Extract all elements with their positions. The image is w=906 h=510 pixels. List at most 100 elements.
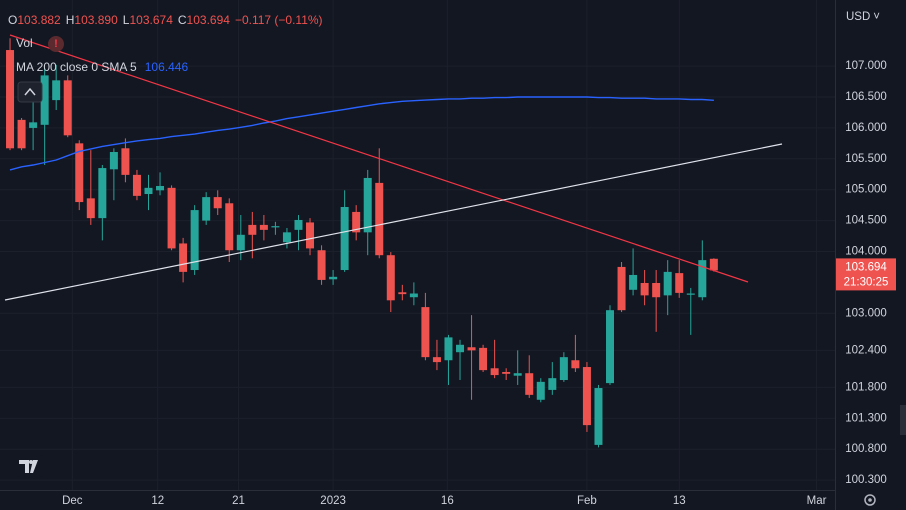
candle-body	[432, 357, 441, 363]
y-tick-label: 106.500	[845, 91, 887, 103]
candle-body	[548, 378, 557, 390]
candle-body	[144, 187, 153, 195]
candle-body	[63, 80, 72, 136]
candle-body	[490, 368, 499, 376]
candle-body	[709, 258, 718, 271]
candle-body	[225, 203, 234, 251]
candle-body	[271, 226, 280, 228]
collapse-button[interactable]	[17, 81, 43, 103]
candle-body	[398, 292, 407, 295]
candle-body	[236, 234, 245, 251]
candle-body	[686, 293, 695, 295]
legend-value: 103.882	[17, 13, 61, 27]
grid	[0, 0, 835, 490]
settings-icon[interactable]	[864, 494, 876, 506]
candle-body	[156, 185, 165, 191]
candle-body	[317, 250, 326, 280]
y-tick-label: 101.300	[845, 412, 887, 424]
candle-body	[640, 283, 649, 296]
legend-change: −0.117 (−0.11%)	[235, 13, 323, 27]
candle-body	[121, 148, 130, 175]
candle-body	[202, 197, 211, 221]
x-tick-label: 12	[151, 495, 164, 507]
x-tick-label: 13	[673, 495, 686, 507]
candle-body	[52, 80, 61, 101]
y-tick-label: 104.000	[845, 246, 887, 258]
candle-body	[663, 271, 672, 296]
countdown: 21:30:25	[844, 276, 889, 288]
candle-body	[29, 122, 38, 128]
candle-body	[409, 293, 418, 298]
candle-body	[98, 168, 107, 219]
legend-key: H	[66, 13, 75, 27]
candle-body	[386, 255, 395, 301]
warning-mark: !	[54, 38, 58, 50]
candle-body	[421, 307, 430, 358]
candle-body	[363, 177, 372, 233]
candles	[6, 38, 718, 448]
candle-body	[259, 224, 268, 230]
currency[interactable]: USD ˅	[846, 11, 880, 23]
candle-body	[536, 381, 545, 400]
price-tag-value: 103.694	[845, 261, 887, 273]
x-tick-label: Dec	[62, 495, 83, 507]
candle-body	[132, 174, 141, 196]
candle-body	[282, 232, 291, 243]
ma-legend: MA 200 close 0 SMA 5 106.446	[16, 60, 188, 74]
candle-body	[502, 371, 511, 374]
dropdown-icon: ˅	[873, 11, 880, 23]
candle-body	[294, 219, 303, 230]
legend-value: 103.694	[187, 13, 231, 27]
x-tick-label: 2023	[320, 495, 346, 507]
candle-body	[352, 211, 361, 233]
candle-body	[40, 75, 49, 125]
candle-body	[375, 182, 384, 256]
candle-body	[213, 197, 222, 209]
candle-body	[190, 210, 199, 271]
candle-body	[86, 198, 95, 219]
warning-icon[interactable]	[48, 36, 64, 52]
candle-body	[513, 373, 522, 376]
candle-body	[617, 266, 626, 311]
trend-line[interactable]	[9, 34, 749, 283]
trend-line[interactable]	[4, 143, 783, 301]
y-tick-label: 100.800	[845, 443, 887, 455]
candle-body	[606, 310, 615, 384]
candle-body	[444, 337, 453, 361]
candle-body	[629, 274, 638, 290]
candle-body	[571, 360, 580, 369]
y-tick-label: 100.300	[845, 474, 887, 486]
candle-body	[306, 222, 315, 249]
candle-body	[582, 367, 591, 426]
candle-body	[525, 373, 534, 395]
tradingview-logo	[16, 455, 44, 477]
axes: 107.000 106.500 106.000 105.500 105.000 104.5…	[62, 60, 896, 507]
candle-body	[109, 152, 118, 170]
candle-body	[167, 187, 176, 249]
legend-key: L	[123, 13, 130, 27]
candle-body	[559, 357, 568, 381]
y-tick-label: 103.000	[845, 307, 887, 319]
candle-body	[479, 347, 488, 371]
legend-value: 103.674	[129, 13, 173, 27]
y-tick-label: 104.500	[845, 215, 887, 227]
candle-body	[17, 119, 26, 149]
y-tick-label: 107.000	[845, 60, 887, 72]
candle-body	[248, 224, 257, 235]
collapse-icon	[24, 87, 36, 96]
candle-body	[456, 344, 465, 353]
lines	[9, 96, 714, 171]
y-tick-label: 101.800	[845, 381, 887, 393]
candle-body	[75, 143, 84, 203]
price-tag	[836, 258, 896, 291]
candle-body	[652, 283, 661, 298]
y-tick-label: 105.000	[845, 184, 887, 196]
candle-body	[467, 347, 476, 351]
volume-label[interactable]: Vol	[16, 36, 33, 50]
ma-name: MA 200 close 0 SMA 5	[16, 60, 137, 74]
side-handle[interactable]	[900, 405, 906, 435]
legend-key: C	[178, 13, 187, 27]
x-tick-label: 21	[232, 495, 245, 507]
